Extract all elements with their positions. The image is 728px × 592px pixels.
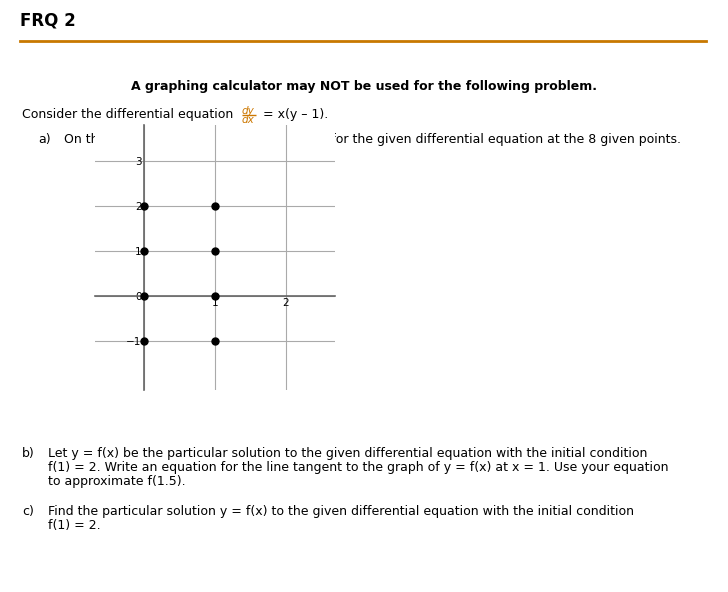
Text: c): c) [22,505,34,518]
Point [138,246,150,256]
Text: dx: dx [242,115,255,125]
Text: dy: dy [242,106,255,116]
Point [209,336,221,345]
Point [209,291,221,300]
Text: Consider the differential equation: Consider the differential equation [22,108,237,121]
Point [138,291,150,300]
Point [209,246,221,256]
Text: f(1) = 2.: f(1) = 2. [48,519,100,532]
Text: FRQ 2: FRQ 2 [20,11,76,29]
Text: = x(y – 1).: = x(y – 1). [259,108,328,121]
Point [138,336,150,345]
Text: On the axes provided, sketch a slope field for the given differential equation a: On the axes provided, sketch a slope fie… [64,133,681,146]
Text: a): a) [38,133,51,146]
Text: to approximate f(1.5).: to approximate f(1.5). [48,475,186,488]
Text: Let y = f(x) be the particular solution to the given differential equation with : Let y = f(x) be the particular solution … [48,448,647,461]
Text: Find the particular solution y = f(x) to the given differential equation with th: Find the particular solution y = f(x) to… [48,505,634,518]
Text: A graphing calculator may NOT be used for the following problem.: A graphing calculator may NOT be used fo… [131,81,597,94]
Point [209,201,221,211]
Point [138,201,150,211]
Text: b): b) [22,448,35,461]
Text: f(1) = 2. Write an equation for the line tangent to the graph of y = f(x) at x =: f(1) = 2. Write an equation for the line… [48,461,668,474]
